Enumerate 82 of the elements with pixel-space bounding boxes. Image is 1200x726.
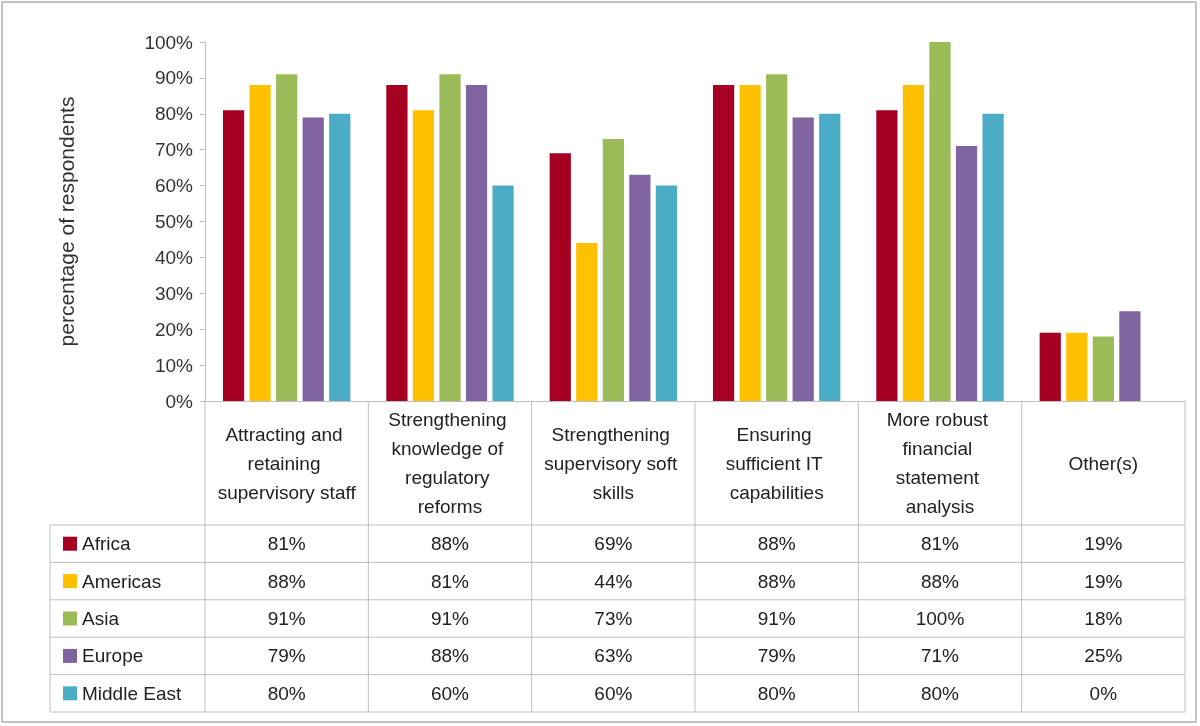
bar bbox=[655, 185, 678, 401]
data-label: 60% bbox=[430, 682, 470, 704]
data-label: 80% bbox=[267, 682, 306, 704]
bar bbox=[876, 110, 898, 401]
bar bbox=[1039, 332, 1061, 401]
data-label: 100% bbox=[915, 608, 965, 629]
x-tick-label: Other(s) bbox=[1068, 452, 1139, 474]
data-label: 19% bbox=[1084, 570, 1123, 592]
data-label: 88% bbox=[920, 570, 960, 592]
data-label: 91% bbox=[430, 608, 470, 629]
bar bbox=[982, 113, 1004, 401]
y-tick-label: 60% bbox=[154, 175, 194, 197]
bar bbox=[249, 85, 271, 401]
data-label: 60% bbox=[594, 682, 633, 704]
data-label: 81% bbox=[430, 570, 470, 592]
bar bbox=[602, 138, 624, 401]
data-label: 25% bbox=[1084, 645, 1123, 667]
y-axis-title: percentage of respondents bbox=[55, 96, 78, 347]
x-tick-label: Ensuring sufficient IT capabilities bbox=[725, 423, 828, 503]
data-label: 81% bbox=[267, 533, 306, 555]
data-label: 44% bbox=[594, 570, 633, 592]
bar bbox=[929, 42, 951, 401]
data-label: 91% bbox=[267, 608, 306, 629]
bar bbox=[576, 243, 598, 401]
y-tick-label: 90% bbox=[154, 67, 194, 89]
x-tick-label: Attracting and retaining supervisory staff bbox=[217, 423, 357, 503]
y-tick-label: 30% bbox=[154, 282, 194, 304]
bar bbox=[439, 74, 461, 401]
legend-label: Europe bbox=[82, 645, 144, 667]
data-label: 88% bbox=[430, 533, 470, 555]
bar bbox=[955, 146, 978, 401]
data-label: 88% bbox=[757, 533, 796, 555]
data-label: 18% bbox=[1084, 608, 1123, 629]
y-tick-label: 50% bbox=[154, 211, 194, 232]
bar bbox=[1092, 336, 1114, 401]
data-label: 79% bbox=[757, 645, 796, 667]
data-label: 73% bbox=[594, 608, 633, 629]
data-label: 19% bbox=[1084, 533, 1123, 555]
data-label: 81% bbox=[920, 533, 960, 555]
y-tick-label: 0% bbox=[165, 390, 194, 412]
y-tick-label: 80% bbox=[154, 103, 194, 125]
bar bbox=[465, 85, 488, 401]
data-label: 80% bbox=[757, 682, 796, 704]
legend-label: Americas bbox=[82, 570, 162, 592]
bar bbox=[739, 85, 761, 401]
y-tick-label: 10% bbox=[154, 354, 194, 376]
data-label: 0% bbox=[1089, 682, 1118, 704]
bar bbox=[712, 85, 735, 401]
data-label: 71% bbox=[920, 645, 960, 667]
bar bbox=[792, 117, 814, 401]
y-tick-label: 70% bbox=[154, 139, 194, 161]
x-tick-label: Strengthening supervisory soft skills bbox=[544, 423, 683, 503]
data-label: 63% bbox=[594, 645, 633, 667]
bar bbox=[766, 74, 788, 401]
data-label: 79% bbox=[267, 645, 306, 667]
x-tick-label: More robust financial statement analysis bbox=[886, 409, 994, 517]
data-label: 80% bbox=[920, 682, 960, 704]
bar bbox=[492, 185, 514, 401]
bar bbox=[412, 110, 435, 401]
bar bbox=[549, 153, 571, 401]
data-label: 88% bbox=[430, 645, 470, 667]
bar bbox=[222, 110, 245, 401]
bar bbox=[1119, 311, 1141, 401]
y-tick-label: 40% bbox=[154, 246, 194, 268]
bar bbox=[302, 117, 324, 401]
y-tick-label: 20% bbox=[154, 318, 194, 340]
legend-label: Africa bbox=[82, 533, 131, 555]
data-label: 91% bbox=[757, 608, 796, 629]
data-label: 88% bbox=[757, 570, 796, 592]
x-tick-label: Strengthening knowledge of regulatory reforms bbox=[388, 409, 512, 517]
bar bbox=[1066, 332, 1088, 401]
bar bbox=[329, 113, 351, 401]
bar bbox=[276, 74, 298, 401]
data-label: 88% bbox=[267, 570, 306, 592]
bar bbox=[629, 174, 651, 401]
legend-label: Asia bbox=[82, 608, 120, 629]
bar bbox=[386, 85, 408, 401]
legend-label: Middle East bbox=[82, 682, 182, 704]
bar bbox=[902, 85, 925, 401]
y-tick-label: 100% bbox=[144, 31, 194, 53]
data-label: 69% bbox=[594, 533, 633, 555]
bar bbox=[819, 113, 841, 401]
